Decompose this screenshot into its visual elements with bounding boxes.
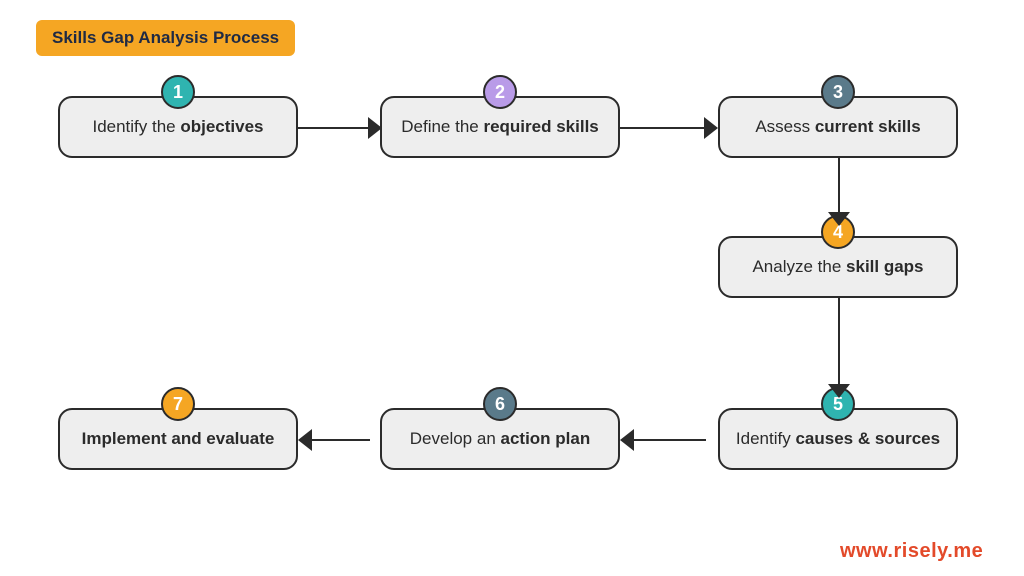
diagram-title: Skills Gap Analysis Process xyxy=(36,20,295,56)
flow-node-label: Identify the objectives xyxy=(92,116,263,137)
arrowhead-icon xyxy=(828,384,850,398)
arrowhead-icon xyxy=(704,117,718,139)
flow-node-badge: 1 xyxy=(161,75,195,109)
flow-node-label: Assess current skills xyxy=(755,116,920,137)
flow-node-badge: 2 xyxy=(483,75,517,109)
flow-arrow xyxy=(838,158,840,214)
flow-node-label: Define the required skills xyxy=(401,116,599,137)
arrowhead-icon xyxy=(368,117,382,139)
footer-link: www.risely.me xyxy=(840,540,983,563)
arrowhead-icon xyxy=(620,429,634,451)
arrowhead-icon xyxy=(828,212,850,226)
flow-node-label: Develop an action plan xyxy=(410,428,590,449)
flow-arrow xyxy=(620,127,706,129)
flow-arrow xyxy=(632,439,706,441)
arrowhead-icon xyxy=(298,429,312,451)
flow-arrow xyxy=(298,127,370,129)
flow-node-badge: 6 xyxy=(483,387,517,421)
flow-node-label: Analyze the skill gaps xyxy=(752,256,923,277)
flow-arrow xyxy=(310,439,370,441)
flow-node-badge: 7 xyxy=(161,387,195,421)
flow-arrow xyxy=(838,298,840,386)
flow-node-label: Implement and evaluate xyxy=(82,428,275,449)
flow-node-label: Identify causes & sources xyxy=(736,428,940,449)
flow-node-badge: 3 xyxy=(821,75,855,109)
